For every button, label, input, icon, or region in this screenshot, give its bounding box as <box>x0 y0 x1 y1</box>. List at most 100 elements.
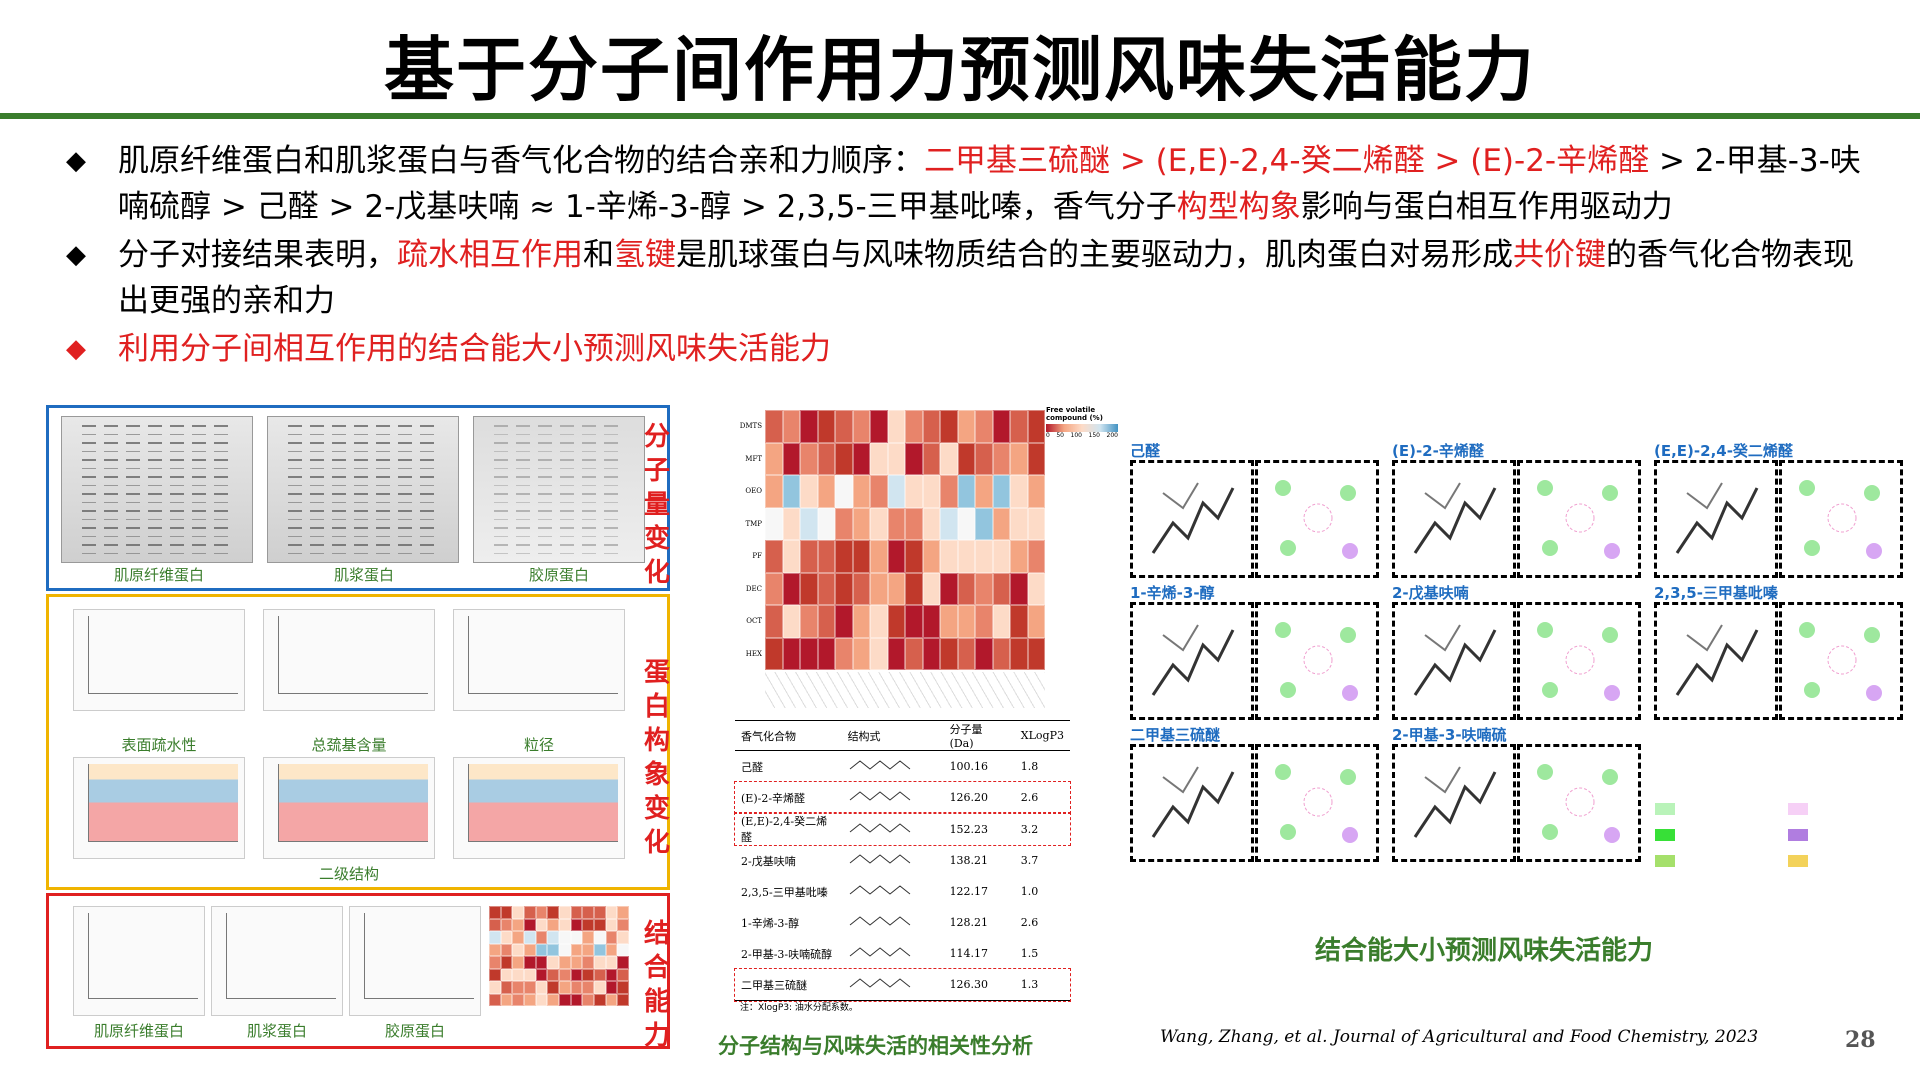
table-cell: (E,E)-2,4-癸二烯醛 <box>741 815 828 844</box>
docking-label: (E)-2-辛烯醛 <box>1392 442 1484 460</box>
heatmap-cell <box>500 981 513 994</box>
heatmap-cell <box>940 540 958 573</box>
heatmap-cell <box>582 981 594 994</box>
heatmap-cell <box>547 931 559 944</box>
bullet-text-segment: 氢键 <box>614 237 676 273</box>
page-number: 28 <box>1845 1027 1876 1053</box>
heatmap-cell <box>617 943 629 956</box>
docking-label: 2-甲基-3-呋喃硫 <box>1392 726 1507 744</box>
heatmap-cell <box>835 605 853 638</box>
table-cell: 126.20 <box>949 791 989 804</box>
heatmap-column-labels <box>765 672 1045 708</box>
docking-2d-interaction-map <box>1255 460 1379 578</box>
bar-chart-binding-myofibrillar <box>73 906 205 1016</box>
heatmap-cell <box>957 605 975 638</box>
side-label-molecular-weight: 分子量变化 <box>643 422 670 588</box>
heatmap-cell <box>835 442 853 475</box>
binding-panel: 肌原纤维蛋白 肌浆蛋白 胶原蛋白 <box>46 893 670 1049</box>
heatmap-cell <box>1027 572 1045 605</box>
legend-swatch <box>1788 829 1808 841</box>
heatmap-cell <box>992 475 1010 508</box>
title-divider <box>0 113 1920 119</box>
heatmap-cell <box>975 442 993 475</box>
heatmap-cell <box>489 906 501 919</box>
heatmap-cell <box>512 993 524 1006</box>
heatmap-cell <box>582 993 594 1006</box>
bullet-2: ◆ 分子对接结果表明，疏水相互作用和氢键是肌球蛋白与风味物质结合的主要驱动力，肌… <box>62 232 1882 324</box>
heatmap-cell <box>817 475 835 508</box>
heatmap-cell <box>617 993 629 1006</box>
heatmap-cell <box>594 956 606 969</box>
docking-2d-interaction-map <box>1517 460 1641 578</box>
structure-formula-icon <box>842 876 944 907</box>
structure-formula-icon <box>842 813 944 845</box>
heatmap-cell <box>852 442 870 475</box>
docking-2d-interaction-map <box>1517 602 1641 720</box>
heatmap-cell <box>887 540 905 573</box>
heatmap-cell <box>535 906 548 919</box>
docking-2d-interaction-map <box>1779 460 1903 578</box>
heatmap-cell <box>905 637 923 670</box>
heatmap-cell <box>817 605 835 638</box>
heatmap-cell <box>957 442 975 475</box>
heatmap-row-label: MFT <box>745 454 762 463</box>
heatmap-cell <box>547 918 559 931</box>
heatmap-cell <box>617 981 629 994</box>
heatmap-cell <box>547 993 559 1006</box>
bullet-1: ◆ 肌原纤维蛋白和肌浆蛋白与香气化合物的结合亲和力顺序：二甲基三硫醚 > (E,… <box>62 138 1882 230</box>
heatmap-cell <box>570 993 583 1006</box>
table-row: 1-辛烯-3-醇 128.21 2.6 <box>735 907 1070 938</box>
bullet-text-segment: 共价键 <box>1513 237 1606 273</box>
heatmap-cell <box>547 968 559 981</box>
heatmap-row-label: OCT <box>746 617 762 625</box>
docking-caption: 结合能大小预测风味失活能力 <box>1315 936 1654 966</box>
conformation-panel: 表面疏水性 总巯基含量 粒径 二级结构 <box>46 594 670 890</box>
heatmap-binding-small <box>489 906 629 1006</box>
heatmap-cell <box>975 637 993 670</box>
heatmap-cell <box>512 981 524 994</box>
citation: Wang, Zhang, et al. Journal of Agricultu… <box>1160 1027 1759 1047</box>
bullet-text-segment: 和 <box>583 237 614 273</box>
diamond-bullet-icon: ◆ <box>66 334 86 364</box>
docking-3d-view <box>1392 460 1516 578</box>
heatmap-cell <box>922 572 940 605</box>
heatmap-cell <box>835 507 853 540</box>
heatmap-cell <box>559 931 571 944</box>
heatmap-row-label: DMTS <box>739 422 762 430</box>
heatmap-cell <box>835 572 853 605</box>
docking-grid: 己醛 (E)-2-辛烯醛 (E,E)-2,4-癸二烯醛 1-辛烯-3-醇 2-戊基呋喃 2… <box>1130 442 1903 930</box>
table-header: 香气化合物 <box>735 720 842 751</box>
heatmap-cell <box>489 968 501 981</box>
structure-formula-icon <box>842 845 944 876</box>
caption-secondary-structure: 二级结构 <box>318 865 379 883</box>
heatmap-cell <box>605 981 618 994</box>
heatmap-cell <box>800 540 818 573</box>
heatmap-cell <box>617 906 629 919</box>
caption-myofibrillar: 肌原纤维蛋白 <box>113 566 204 584</box>
heatmap-cell <box>922 410 940 443</box>
docking-label: 1-辛烯-3-醇 <box>1130 584 1215 602</box>
heatmap-cell <box>535 968 548 981</box>
heatmap-row-label: TMP <box>745 519 762 528</box>
table-cell: 122.17 <box>949 885 989 898</box>
heatmap-cell <box>922 507 940 540</box>
legend-swatch <box>1655 855 1675 867</box>
docking-2d-interaction-map <box>1255 602 1379 720</box>
bullet-text-segment: 是肌球蛋白与风味物质结合的主要驱动力，肌肉蛋白对易形成 <box>676 237 1513 273</box>
heatmap-cell <box>524 943 536 956</box>
heatmap-figure: DMTS MFT OEO TMP PF DEC OCT HEX <box>735 410 1045 710</box>
heatmap-cell <box>535 943 548 956</box>
heatmap-cell <box>852 572 870 605</box>
heatmap-cell <box>800 410 818 443</box>
heatmap-cell <box>535 918 548 931</box>
heatmap-cell <box>570 968 583 981</box>
heatmap-cell <box>887 410 905 443</box>
heatmap-cell <box>905 442 923 475</box>
heatmap-cell <box>782 572 800 605</box>
legend-swatch <box>1655 803 1675 815</box>
heatmap-cell <box>594 906 606 919</box>
heatmap-cell <box>512 931 524 944</box>
heatmap-cell <box>559 918 571 931</box>
table-cell: 126.30 <box>943 969 1015 1001</box>
docking-2d-interaction-map <box>1517 744 1641 862</box>
